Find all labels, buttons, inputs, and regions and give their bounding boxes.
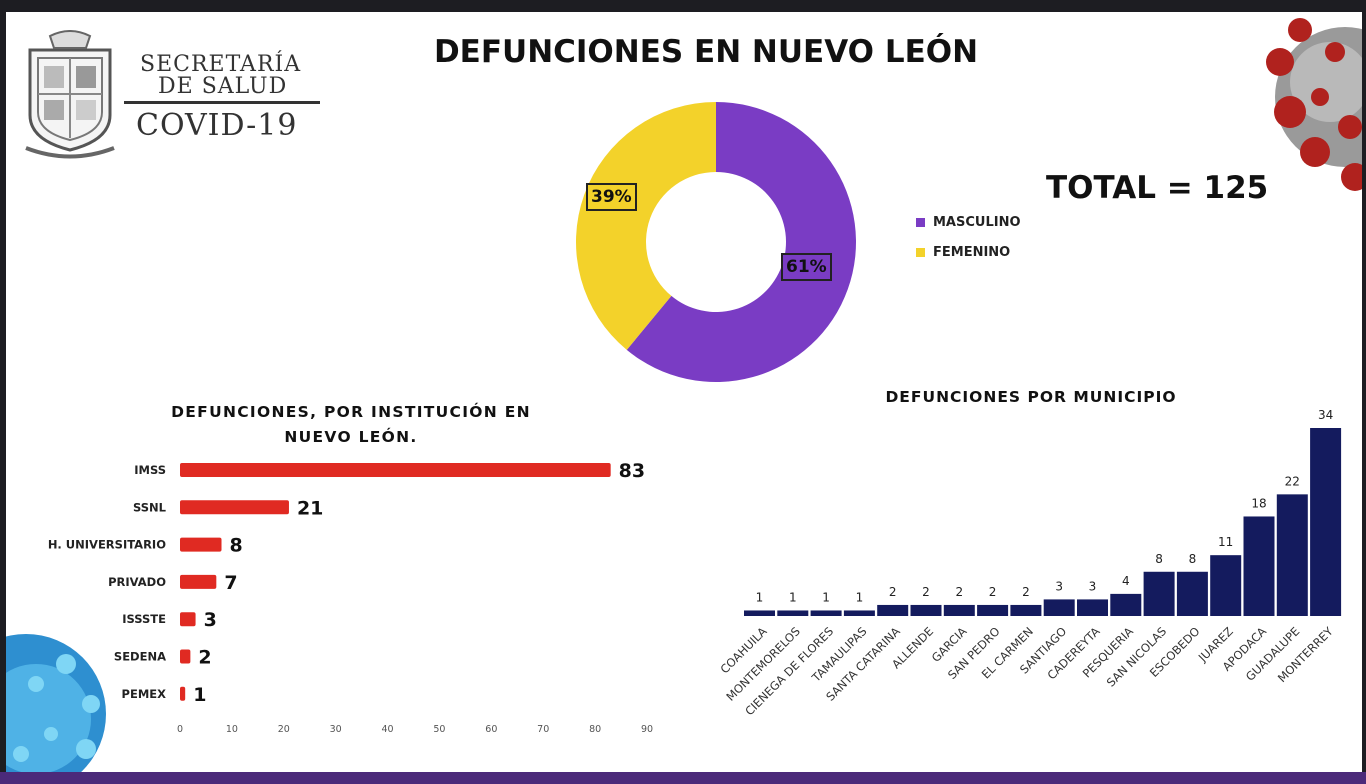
inst-value-privado: 7: [224, 572, 237, 594]
inst-tick-60: 60: [485, 724, 497, 735]
org-name-line2: DE SALUD: [158, 74, 288, 99]
donut-slice-masculino: [626, 102, 856, 382]
inst-tick-10: 10: [226, 724, 238, 735]
muni-bar-tamaulipas: [843, 610, 875, 616]
muni-value-montemorelos: 1: [789, 590, 797, 604]
muni-bar-pesqueria: [1110, 593, 1142, 616]
inst-value-sedena: 2: [198, 647, 211, 669]
bottom-bar: [0, 772, 1366, 784]
inst-tick-20: 20: [278, 724, 290, 735]
legend-label-femenino: FEMENINO: [933, 244, 1011, 260]
inst-bar-issste: [180, 612, 196, 627]
muni-value-cadereyta: 3: [1089, 579, 1097, 593]
inst-label-imss: IMSS: [134, 463, 166, 477]
muni-value-escobedo: 8: [1189, 552, 1197, 566]
muni-bar-san-pedro: [977, 604, 1009, 616]
muni-bar-allende: [910, 604, 942, 616]
muni-value-pesqueria: 4: [1122, 574, 1130, 588]
inst-label-pemex: PEMEX: [122, 687, 167, 701]
muni-bar-cienega-de-flores: [810, 610, 842, 616]
donut-slice-femenino: [576, 101, 716, 350]
inst-bar-imss: [180, 463, 611, 477]
muni-value-garcia: 2: [955, 585, 963, 599]
inst-bar-privado: [180, 574, 217, 589]
coat-of-arms-icon: [25, 30, 115, 159]
muni-value-monterrey: 34: [1318, 408, 1333, 422]
muni-bar-coahuila: [744, 610, 775, 616]
muni-value-guadalupe: 22: [1285, 474, 1300, 488]
inst-bar-ssnl: [180, 500, 289, 515]
inst-value-pemex: 1: [193, 684, 206, 706]
page-title: DEFUNCIONES EN NUEVO LEÓN: [433, 34, 979, 70]
inst-tick-30: 30: [330, 724, 342, 735]
muni-value-santiago: 3: [1055, 579, 1063, 593]
muni-value-allende: 2: [922, 585, 930, 599]
inst-tick-40: 40: [382, 724, 394, 735]
muni-value-el-carmen: 2: [1022, 585, 1030, 599]
inst-value-imss: 83: [619, 460, 645, 482]
muni-bar-garcia: [943, 604, 975, 616]
inst-label-issste: ISSSTE: [122, 612, 166, 626]
inst-bar-h-universitario: [180, 537, 222, 552]
muni-value-san-pedro: 2: [989, 585, 997, 599]
legend-swatch-femenino: [916, 247, 925, 257]
institution-chart-title: DEFUNCIONES, POR INSTITUCIÓN EN NUEVO LE…: [171, 403, 531, 446]
inst-tick-80: 80: [589, 724, 601, 735]
muni-bar-juarez: [1210, 555, 1242, 616]
org-divider: [124, 101, 320, 104]
inst-value-ssnl: 21: [297, 497, 323, 519]
sex-legend: MASCULINO FEMENINO: [916, 207, 1021, 267]
inst-tick-70: 70: [537, 724, 549, 735]
secretaria-salud-logo: SECRETARÍA DE SALUD COVID-19: [20, 30, 330, 160]
legend-swatch-masculino: [916, 217, 925, 227]
muni-bar-guadalupe: [1276, 494, 1308, 616]
muni-bar-el-carmen: [1010, 604, 1042, 616]
muni-bar-san-nicolas: [1143, 571, 1175, 616]
org-name-line1: SECRETARÍA: [140, 52, 302, 77]
muni-value-juarez: 11: [1218, 535, 1233, 549]
legend-item-femenino: FEMENINO: [916, 237, 1021, 267]
muni-value-santa-catarina: 2: [889, 585, 897, 599]
sex-donut-chart: [576, 101, 856, 382]
muni-value-apodaca: 18: [1251, 496, 1266, 510]
inst-label-privado: PRIVADO: [108, 575, 166, 589]
muni-value-coahuila: 1: [756, 590, 764, 604]
municipio-chart-title: DEFUNCIONES POR MUNICIPIO: [885, 388, 1177, 406]
inst-label-sedena: SEDENA: [114, 650, 166, 664]
muni-bar-montemorelos: [777, 610, 809, 616]
muni-value-tamaulipas: 1: [856, 590, 864, 604]
slide: SECRETARÍA DE SALUD COVID-19 DEFUNCIONES…: [6, 12, 1362, 772]
inst-tick-0: 0: [177, 724, 183, 735]
muni-bar-santiago: [1043, 599, 1075, 616]
total-deaths-label: TOTAL = 125: [1046, 170, 1269, 206]
muni-bar-monterrey: [1310, 428, 1342, 616]
inst-tick-90: 90: [641, 724, 653, 735]
inst-label-h-universitario: H. UNIVERSITARIO: [48, 538, 166, 552]
inst-value-h-universitario: 8: [230, 535, 243, 557]
inst-bar-sedena: [180, 649, 191, 664]
virus-image-top-right: [1266, 18, 1362, 191]
inst-bar-pemex: [180, 686, 186, 701]
muni-value-cienega-de-flores: 1: [822, 590, 830, 604]
muni-bar-santa-catarina: [877, 604, 909, 616]
inst-value-issste: 3: [204, 609, 217, 631]
muni-bar-escobedo: [1176, 571, 1208, 616]
inst-tick-50: 50: [433, 724, 445, 735]
virus-image-bottom-left: [6, 634, 106, 772]
muni-value-san-nicolas: 8: [1155, 552, 1163, 566]
inst-label-ssnl: SSNL: [133, 500, 167, 514]
donut-label-femenino: 39%: [586, 183, 637, 211]
muni-bar-cadereyta: [1077, 599, 1108, 616]
muni-bar-apodaca: [1243, 516, 1275, 616]
org-covid-label: COVID-19: [136, 108, 298, 143]
donut-label-masculino: 61%: [781, 253, 832, 281]
legend-item-masculino: MASCULINO: [916, 207, 1021, 237]
legend-label-masculino: MASCULINO: [933, 214, 1021, 230]
